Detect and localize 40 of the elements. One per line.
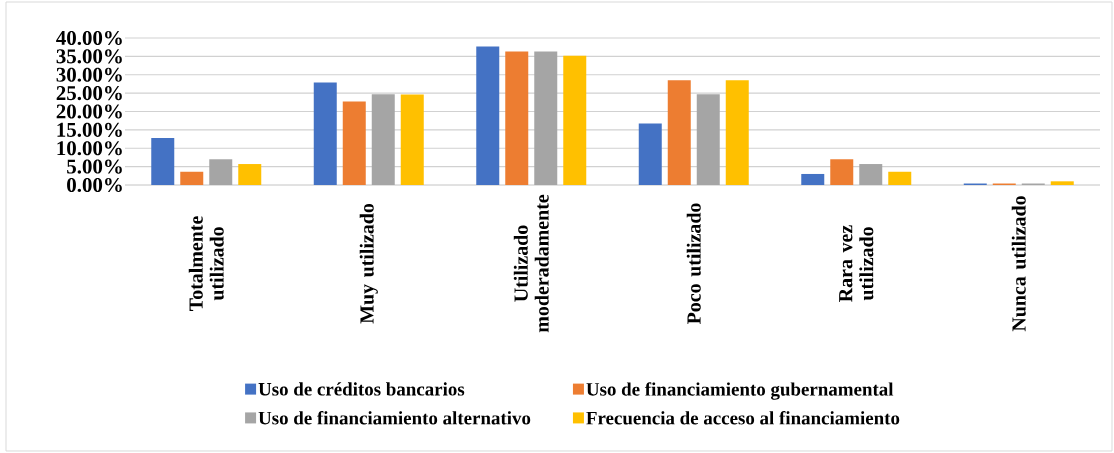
x-tick-label: Utilizado moderadamente (513, 194, 549, 333)
x-tick-label: Nunca utilizado (1011, 196, 1026, 332)
bar (696, 94, 720, 185)
bar (859, 164, 883, 185)
bar (313, 82, 337, 185)
bar (830, 159, 854, 185)
x-tick-label: Rara vez utilizado (839, 225, 874, 302)
bar (371, 94, 395, 185)
bar (667, 80, 691, 185)
bar (505, 51, 529, 185)
legend-label: Uso de financiamiento alternativo (258, 411, 531, 425)
bar (801, 173, 825, 185)
y-tick-label: 0.00% (67, 177, 122, 193)
bar (342, 101, 366, 185)
bar (238, 164, 262, 185)
legend-label: Uso de créditos bancarios (258, 382, 465, 396)
y-tick-label: 15.00% (57, 122, 122, 137)
x-tick-label: Totalmente utilizado (188, 216, 224, 311)
x-tick-label: Muy utilizado (359, 203, 378, 324)
bar (534, 51, 558, 185)
legend-label: Frecuencia de acceso al financiamiento (586, 411, 900, 425)
bar (209, 159, 233, 185)
bar (888, 171, 912, 185)
bar (1050, 181, 1074, 185)
bar (563, 55, 587, 185)
bar (638, 123, 662, 185)
y-tick-label: 10.00% (57, 141, 122, 156)
x-tick-label: Poco utilizado (686, 203, 701, 325)
y-tick-label: 30.00% (56, 67, 122, 82)
y-tick-label: 20.00% (56, 104, 122, 119)
y-tick-label: 25.00% (56, 86, 122, 101)
bar (151, 137, 175, 185)
bar (725, 80, 749, 185)
bar (180, 171, 204, 185)
bar (476, 46, 500, 185)
bar (400, 94, 424, 185)
y-tick-label: 35.00% (56, 49, 122, 64)
y-tick-label: 40.00% (56, 30, 122, 46)
legend-label: Uso de financiamiento gubernamental (586, 382, 894, 400)
y-tick-label: 5.00% (67, 159, 122, 174)
